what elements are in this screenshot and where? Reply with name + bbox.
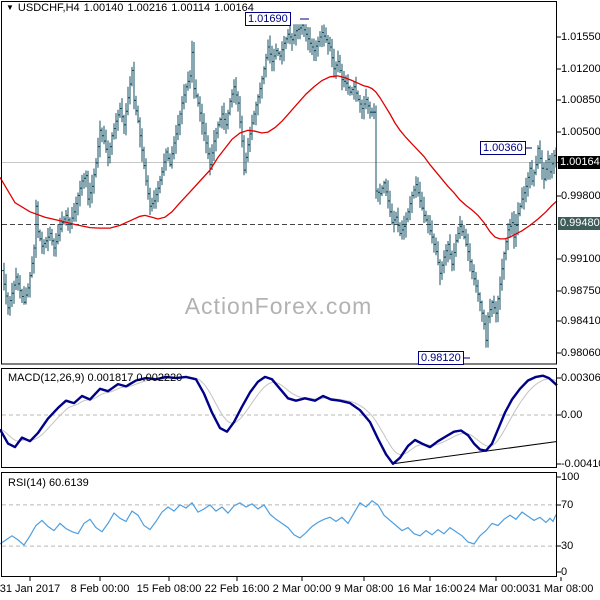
date-axis-label: 9 Mar 08:00 xyxy=(334,583,394,595)
main-panel-border xyxy=(1,1,557,365)
date-axis-label: 16 Mar 16:00 xyxy=(397,583,463,595)
price-axis-label: 1.01550 xyxy=(561,31,600,43)
macd-indicator-label: MACD(12,26,9) 0.001817 0.002220 xyxy=(8,372,183,384)
rsi-axis-label: 30 xyxy=(561,540,574,552)
price-axis-label: 0.99100 xyxy=(561,253,600,265)
rsi-axis-label: 100 xyxy=(561,471,580,483)
macd-axis-label: 0.00 xyxy=(561,409,583,421)
price-axis-label: 0.98060 xyxy=(561,347,600,359)
macd-main-line xyxy=(0,374,558,465)
dropdown-triangle-icon: ▼ xyxy=(6,3,14,12)
macd-trendline xyxy=(392,441,558,465)
rsi-indicator-label: RSI(14) 60.6139 xyxy=(8,477,89,489)
macd-axis-label: 0.003063 xyxy=(561,372,600,384)
macd-panel-border xyxy=(1,368,557,468)
price-annotation-resistance: 1.00360 xyxy=(480,141,526,155)
symbol-timeframe: USDCHF,H4 xyxy=(17,2,80,14)
date-axis-label: 8 Feb 00:00 xyxy=(70,583,130,595)
date-axis-label: 24 Mar 00:00 xyxy=(463,583,529,595)
ohlc-low: 1.00114 xyxy=(171,2,211,14)
macd-axis-label: -0.004104 xyxy=(561,458,600,470)
rsi-line xyxy=(0,500,557,547)
price-axis-label: 1.01200 xyxy=(561,63,600,75)
rsi-axis-label: 70 xyxy=(561,499,574,511)
rsi-axis-label: 0 xyxy=(561,566,568,578)
date-axis-label: 2 Mar 00:00 xyxy=(272,583,332,595)
date-axis-label: 15 Feb 08:00 xyxy=(136,583,202,595)
date-axis-label: 22 Feb 16:00 xyxy=(204,583,270,595)
price-axis-label: 0.98410 xyxy=(561,315,600,327)
moving-average-line xyxy=(0,75,558,240)
date-axis-label: 31 Jan 2017 xyxy=(0,583,61,595)
price-axis-label: 0.98750 xyxy=(561,285,600,297)
price-axis-label: 1.00850 xyxy=(561,94,600,106)
ohlc-open: 1.00140 xyxy=(83,2,124,14)
watermark: ActionForex.com xyxy=(184,293,373,319)
chart-title: ▼ USDCHF,H4 1.00140 1.00216 1.00114 1.00164 xyxy=(6,2,258,14)
current-price-badge: 1.00164 xyxy=(558,155,600,169)
price-axis-label: 1.00500 xyxy=(561,126,600,138)
ohlc-high: 1.00216 xyxy=(127,2,168,14)
ohlc-close: 1.00164 xyxy=(214,2,254,14)
price-annotation-high: 1.01690 xyxy=(245,12,291,26)
rsi-panel-border xyxy=(1,472,557,577)
price-axis-label: 0.99800 xyxy=(561,190,600,202)
support-level-badge: 0.99480 xyxy=(558,217,600,231)
price-annotation-low: 0.98120 xyxy=(418,351,464,365)
date-axis-label: 31 Mar 08:00 xyxy=(528,583,594,595)
